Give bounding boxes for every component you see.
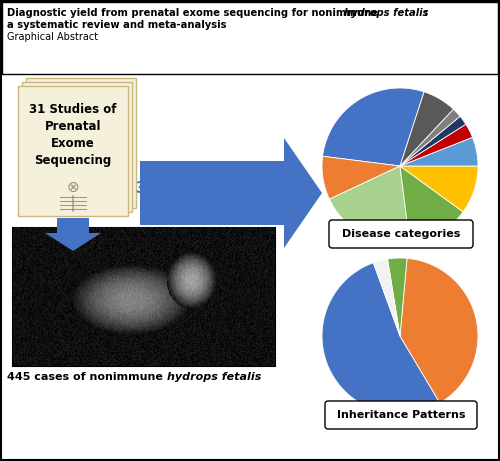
Polygon shape: [400, 116, 466, 166]
Polygon shape: [400, 137, 478, 166]
Polygon shape: [322, 88, 424, 166]
Polygon shape: [400, 258, 478, 403]
Text: ⊗: ⊗: [66, 180, 80, 195]
Text: Disease categories: Disease categories: [342, 229, 460, 239]
Polygon shape: [330, 166, 410, 244]
FancyBboxPatch shape: [329, 220, 473, 248]
Polygon shape: [374, 259, 400, 336]
Polygon shape: [322, 263, 440, 414]
Text: Graphical Abstract: Graphical Abstract: [7, 32, 98, 42]
Polygon shape: [400, 166, 463, 243]
Polygon shape: [400, 166, 478, 212]
Text: a systematic review and meta-analysis: a systematic review and meta-analysis: [7, 20, 226, 30]
FancyBboxPatch shape: [18, 86, 128, 216]
Text: hydrops fetalis: hydrops fetalis: [344, 8, 428, 18]
Text: hydrops fetalis: hydrops fetalis: [167, 372, 262, 382]
FancyBboxPatch shape: [325, 401, 477, 429]
FancyBboxPatch shape: [26, 78, 136, 208]
FancyBboxPatch shape: [13, 228, 275, 366]
Text: 445 cases of nonimmune: 445 cases of nonimmune: [7, 372, 167, 382]
Polygon shape: [45, 218, 101, 251]
Polygon shape: [388, 258, 407, 336]
Text: Diagnostic yield from prenatal exome sequencing for nonimmune: Diagnostic yield from prenatal exome seq…: [7, 8, 382, 18]
Text: :: :: [424, 8, 428, 18]
Polygon shape: [400, 92, 454, 166]
Polygon shape: [322, 156, 400, 199]
FancyBboxPatch shape: [2, 2, 498, 74]
Polygon shape: [140, 138, 322, 248]
FancyBboxPatch shape: [22, 82, 132, 212]
Text: 37% diagnostic yield: 37% diagnostic yield: [136, 182, 308, 196]
Text: 31 Studies of
Prenatal
Exome
Sequencing: 31 Studies of Prenatal Exome Sequencing: [29, 103, 117, 167]
Polygon shape: [400, 124, 472, 166]
Text: Inheritance Patterns: Inheritance Patterns: [337, 410, 465, 420]
Polygon shape: [400, 109, 460, 166]
